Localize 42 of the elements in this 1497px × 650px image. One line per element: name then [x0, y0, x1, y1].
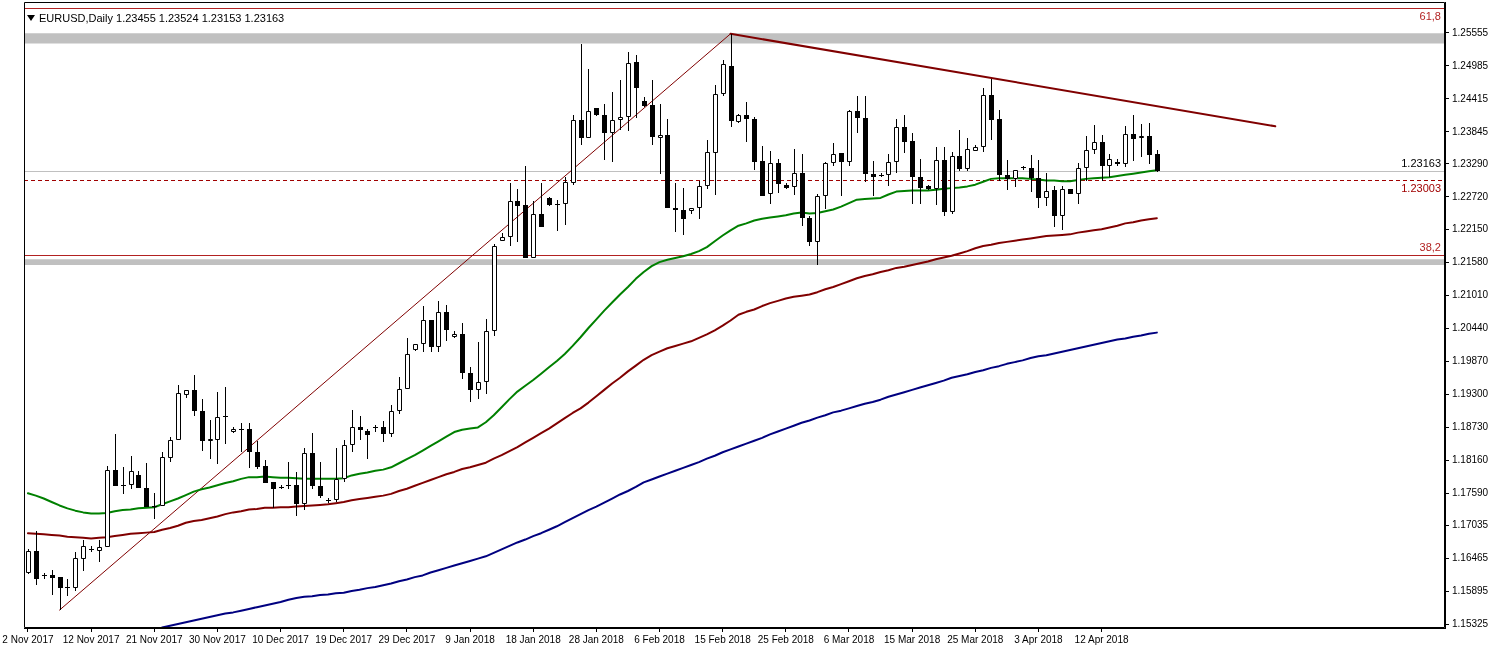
- y-tick-label: 1.19300: [1452, 388, 1489, 400]
- x-tick-label: 6 Mar 2018: [823, 633, 875, 645]
- ref-line-label: 1.23163: [1401, 156, 1441, 169]
- y-tick-label: 1.25555: [1452, 26, 1489, 38]
- y-tick-label: 1.22150: [1452, 223, 1489, 235]
- y-tick-label: 1.16465: [1452, 552, 1489, 564]
- y-tick-label: 1.18160: [1452, 454, 1489, 466]
- x-tick-label: 18 Jan 2018: [505, 633, 562, 645]
- x-tick-label: 3 Apr 2018: [1014, 633, 1064, 645]
- y-tick-label: 1.17035: [1452, 519, 1489, 531]
- x-tick-label: 25 Feb 2018: [757, 633, 815, 645]
- y-tick-label: 1.21010: [1452, 289, 1489, 301]
- x-tick-label: 25 Mar 2018: [947, 633, 1004, 645]
- x-tick-label: 15 Feb 2018: [694, 633, 752, 645]
- y-tick-label: 1.15895: [1452, 585, 1489, 597]
- y-tick-label: 1.24985: [1452, 59, 1489, 71]
- y-tick-label: 1.17590: [1452, 487, 1489, 499]
- y-tick-label: 1.18730: [1452, 421, 1489, 433]
- y-tick-label: 1.22720: [1452, 190, 1489, 202]
- y-tick-label: 1.15325: [1452, 617, 1489, 629]
- x-tick-label: 9 Jan 2018: [445, 633, 496, 645]
- text: EURUSD,Daily 1.23455 1.23524 1.23153 1.23163: [39, 12, 285, 24]
- annotation: 61,8: [1419, 9, 1441, 22]
- ref-line-label: 1.23003: [1401, 181, 1441, 194]
- x-tick-label: 30 Nov 2017: [189, 633, 247, 645]
- x-tick-label: 10 Dec 2017: [252, 633, 310, 645]
- x-tick-label: 21 Nov 2017: [125, 633, 184, 645]
- x-tick-label: 29 Dec 2017: [378, 633, 436, 645]
- annotation: 38,2: [1419, 240, 1441, 253]
- x-tick-label: 19 Dec 2017: [315, 633, 373, 645]
- y-tick-label: 1.24415: [1452, 92, 1489, 104]
- y-tick-label: 1.20440: [1452, 322, 1489, 334]
- x-tick-label: 2 Nov 2017: [2, 633, 54, 645]
- y-tick-label: 1.19870: [1452, 355, 1489, 367]
- x-tick-label: 12 Apr 2018: [1074, 633, 1129, 645]
- x-tick-label: 6 Feb 2018: [634, 633, 686, 645]
- y-tick-label: 1.21580: [1452, 256, 1489, 268]
- y-tick-label: 1.23845: [1452, 125, 1489, 137]
- y-tick-label: 1.23290: [1452, 157, 1489, 169]
- x-tick-label: 28 Jan 2018: [568, 633, 625, 645]
- x-tick-label: 12 Nov 2017: [62, 633, 120, 645]
- x-tick-label: 15 Mar 2018: [884, 633, 941, 645]
